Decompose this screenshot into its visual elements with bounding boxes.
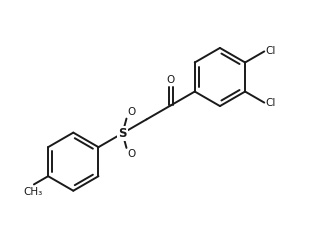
Text: Cl: Cl (266, 46, 276, 56)
Text: O: O (167, 75, 175, 85)
Text: CH₃: CH₃ (23, 187, 42, 197)
Text: S: S (118, 127, 127, 140)
Text: O: O (127, 149, 135, 159)
Text: O: O (127, 107, 135, 117)
Text: Cl: Cl (266, 98, 276, 108)
